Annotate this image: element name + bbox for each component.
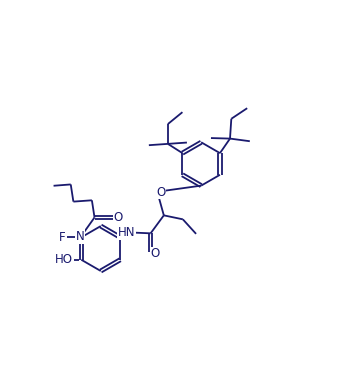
Text: HN: HN (118, 226, 136, 239)
Text: O: O (156, 185, 165, 199)
Text: N: N (76, 230, 84, 243)
Text: HO: HO (55, 253, 73, 266)
Text: O: O (151, 247, 160, 260)
Text: O: O (113, 211, 122, 224)
Text: F: F (59, 231, 65, 244)
